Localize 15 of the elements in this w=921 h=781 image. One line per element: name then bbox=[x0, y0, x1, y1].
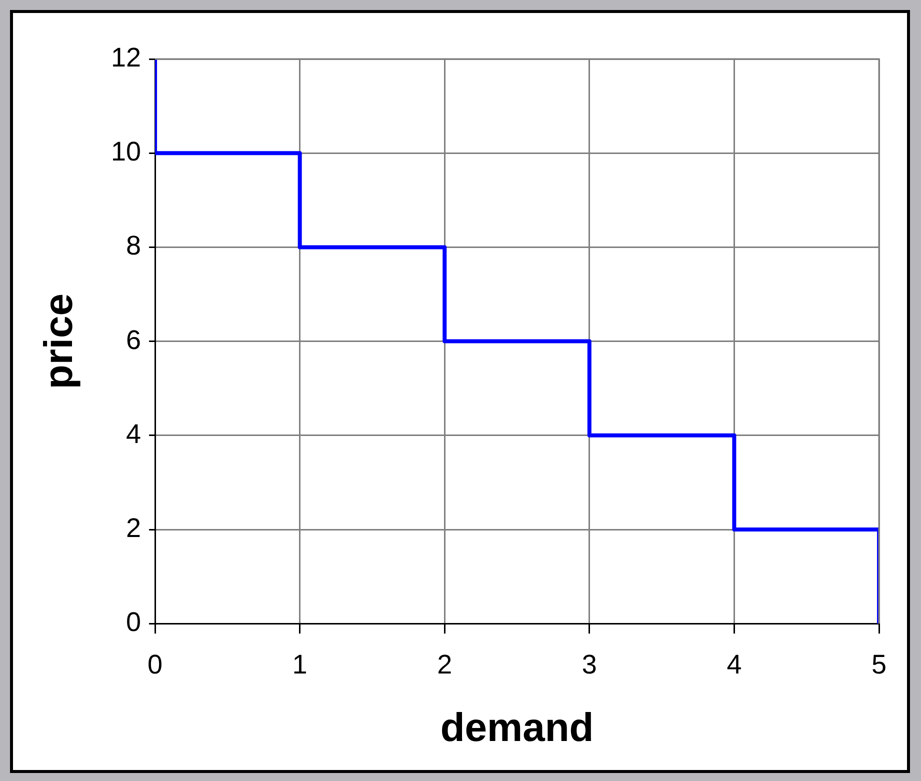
x-tick-label: 1 bbox=[292, 649, 308, 680]
y-tick-label: 12 bbox=[110, 42, 142, 72]
y-axis-title: price bbox=[37, 293, 82, 390]
y-tick-label: 0 bbox=[126, 607, 142, 638]
y-tick-label: 10 bbox=[110, 136, 142, 167]
x-tick-label: 3 bbox=[582, 649, 597, 680]
x-tick-label: 2 bbox=[437, 649, 452, 680]
y-tick-label: 2 bbox=[126, 512, 142, 543]
y-tick-label: 6 bbox=[126, 324, 142, 355]
y-tick-label: 8 bbox=[126, 230, 142, 261]
x-axis-title: demand bbox=[440, 706, 594, 750]
y-tick-label: 4 bbox=[126, 418, 142, 449]
x-tick-label: 5 bbox=[871, 649, 887, 680]
x-tick-label: 0 bbox=[148, 649, 163, 680]
x-tick-label: 4 bbox=[726, 649, 742, 680]
